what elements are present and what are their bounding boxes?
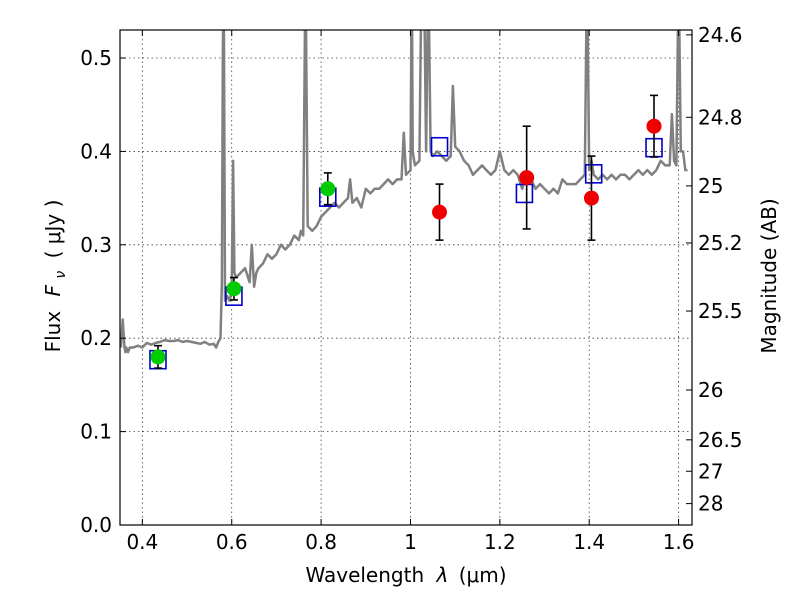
nir-photometry-point <box>432 204 448 220</box>
y-axis-label-prefix: Flux <box>41 311 65 353</box>
right-tick-label: 24.8 <box>698 105 743 129</box>
x-axis-label-prefix: Wavelength <box>305 563 424 587</box>
x-tick-label: 0.8 <box>305 530 337 554</box>
right-tick-label: 25.5 <box>698 299 743 323</box>
x-tick-label: 0.4 <box>126 530 158 554</box>
x-tick-label: 1.6 <box>663 530 695 554</box>
right-tick-label: 25 <box>698 174 723 198</box>
x-axis-label: Wavelength λ (μm) <box>305 563 506 587</box>
y-tick-label: 0.2 <box>80 326 112 350</box>
y-tick-label: 0.3 <box>80 233 112 257</box>
y-tick-label: 0.1 <box>80 420 112 444</box>
points-layer <box>149 94 663 370</box>
x-axis-label-symbol: λ <box>436 563 449 587</box>
right-tick-label: 27 <box>698 459 723 483</box>
ticks-layer: 0.4 0.6 0.8 1 1.2 1.4 1.6 0.0 0.1 0.2 0.3 0.4 0.5 24.… <box>80 23 742 554</box>
optical-photometry-point <box>226 281 242 297</box>
model-photometry-square <box>430 136 449 157</box>
y-tick-label: 0.4 <box>80 139 112 163</box>
nir-photometry-point <box>646 118 662 134</box>
y-axis-label-subscript: ν <box>53 271 69 279</box>
model-photometry-square <box>584 164 603 184</box>
spectrum-line <box>120 30 688 354</box>
model-photometry-square <box>515 183 534 204</box>
nir-photometry-point <box>519 170 535 186</box>
x-tick-label: 0.6 <box>216 530 248 554</box>
plot-frame <box>119 29 693 526</box>
grid-layer <box>120 30 692 525</box>
optical-photometry-point <box>150 349 166 365</box>
y-axis-label-unit: ( μJy ) <box>41 200 65 259</box>
y-axis-label: Flux F ν ( μJy ) <box>41 200 70 353</box>
right-tick-label: 28 <box>698 492 723 516</box>
y-axis-label-symbol: F <box>41 284 65 296</box>
y-tick-label: 0.0 <box>80 513 112 537</box>
right-tick-label: 26 <box>698 378 723 402</box>
x-axis-label-unit: (μm) <box>459 563 507 587</box>
y-tick-label: 0.5 <box>80 46 112 70</box>
right-tick-label: 24.6 <box>698 23 743 47</box>
nir-photometry-point <box>583 190 599 206</box>
optical-photometry-point <box>320 181 336 197</box>
x-tick-label: 1.2 <box>484 530 516 554</box>
right-axis-label: Magnitude (AB) <box>757 198 781 353</box>
x-tick-label: 1 <box>404 530 417 554</box>
right-tick-label: 25.2 <box>698 231 743 255</box>
right-tick-label: 26.5 <box>698 428 743 452</box>
x-tick-label: 1.4 <box>573 530 605 554</box>
spectrum-layer <box>120 30 688 354</box>
